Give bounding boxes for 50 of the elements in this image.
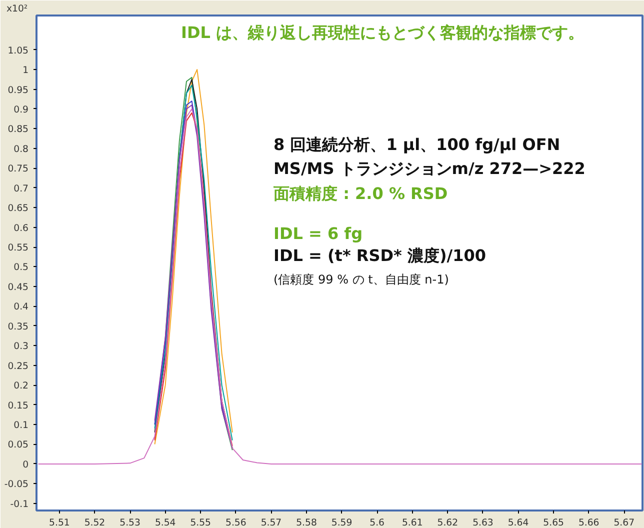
x-tick-label: 5.62	[437, 518, 458, 528]
x-tick-label: 5.61	[402, 518, 423, 528]
y-tick-label: 0.6	[14, 222, 29, 234]
y-tick-label: -0.1	[10, 498, 29, 510]
x-tick-label: 5.51	[49, 518, 70, 528]
annotation: 面積精度 : 2.0 % RSD	[272, 184, 448, 203]
annotation: MS/MS トランジションm/z 272—>222	[274, 159, 586, 178]
annotation: 8 回連続分析、1 µl、100 fg/µl OFN	[274, 135, 560, 154]
y-tick-label: 0.75	[8, 164, 29, 175]
x-tick-label: 5.64	[508, 518, 529, 528]
y-tick-label: 0.95	[8, 84, 29, 96]
y-tick-label: 0.65	[8, 203, 29, 214]
y-tick-label: 1.05	[8, 45, 29, 56]
y-tick-label: 0.05	[8, 440, 29, 451]
x-tick-label: 5.53	[120, 518, 140, 528]
y-tick-label: 0.4	[14, 302, 29, 313]
x-tick-label: 5.52	[84, 518, 106, 528]
x-tick-label: 5.54	[154, 518, 176, 528]
y-tick-label: 0.5	[14, 262, 29, 274]
x-tick-label: 5.6	[370, 518, 385, 528]
y-tick-label: 0.8	[14, 144, 29, 155]
y-tick-label: 0.2	[14, 380, 29, 392]
text: IDL は、繰り返し再現性にもとづく客観的な指標です。	[181, 23, 584, 42]
annotation: IDL = (t* RSD* 濃度)/100	[274, 246, 486, 265]
y-tick-label: 0.25	[8, 360, 29, 372]
y-tick-label: -0.05	[4, 479, 29, 490]
y-tick-label: 0.15	[8, 400, 29, 412]
y-tick-label: 0.3	[14, 341, 29, 352]
y-tick-label: 0	[22, 459, 29, 470]
x-tick-label: 5.65	[543, 518, 564, 528]
x-tick-label: 5.58	[296, 518, 317, 528]
x-tick-label: 5.63	[472, 518, 494, 528]
y-tick-label: 0.9	[14, 104, 29, 116]
y-tick-label: 0.85	[8, 124, 29, 136]
y-tick-label: 0.55	[8, 242, 29, 254]
x-tick-label: 5.57	[260, 518, 282, 528]
y-tick-label: 0.45	[8, 282, 29, 293]
annotation: IDL = 6 fg	[274, 224, 363, 243]
y-axis-title: x10²	[6, 4, 28, 14]
y-tick-label: 0.35	[8, 321, 29, 332]
line-series	[38, 108, 642, 464]
y-tick-label: 0.1	[14, 420, 29, 432]
x-tick-label: 5.67	[614, 518, 635, 528]
y-tick-label: 0.7	[14, 183, 29, 194]
x-tick-label: 5.55	[190, 518, 212, 528]
x-tick-label: 5.66	[578, 518, 600, 528]
x-tick-label: 5.59	[331, 518, 352, 528]
annotation: (信頼度 99 % の t、自由度 n-1)	[274, 272, 449, 286]
x-tick-label: 5.56	[226, 518, 246, 528]
y-tick-label: 1	[22, 65, 29, 76]
